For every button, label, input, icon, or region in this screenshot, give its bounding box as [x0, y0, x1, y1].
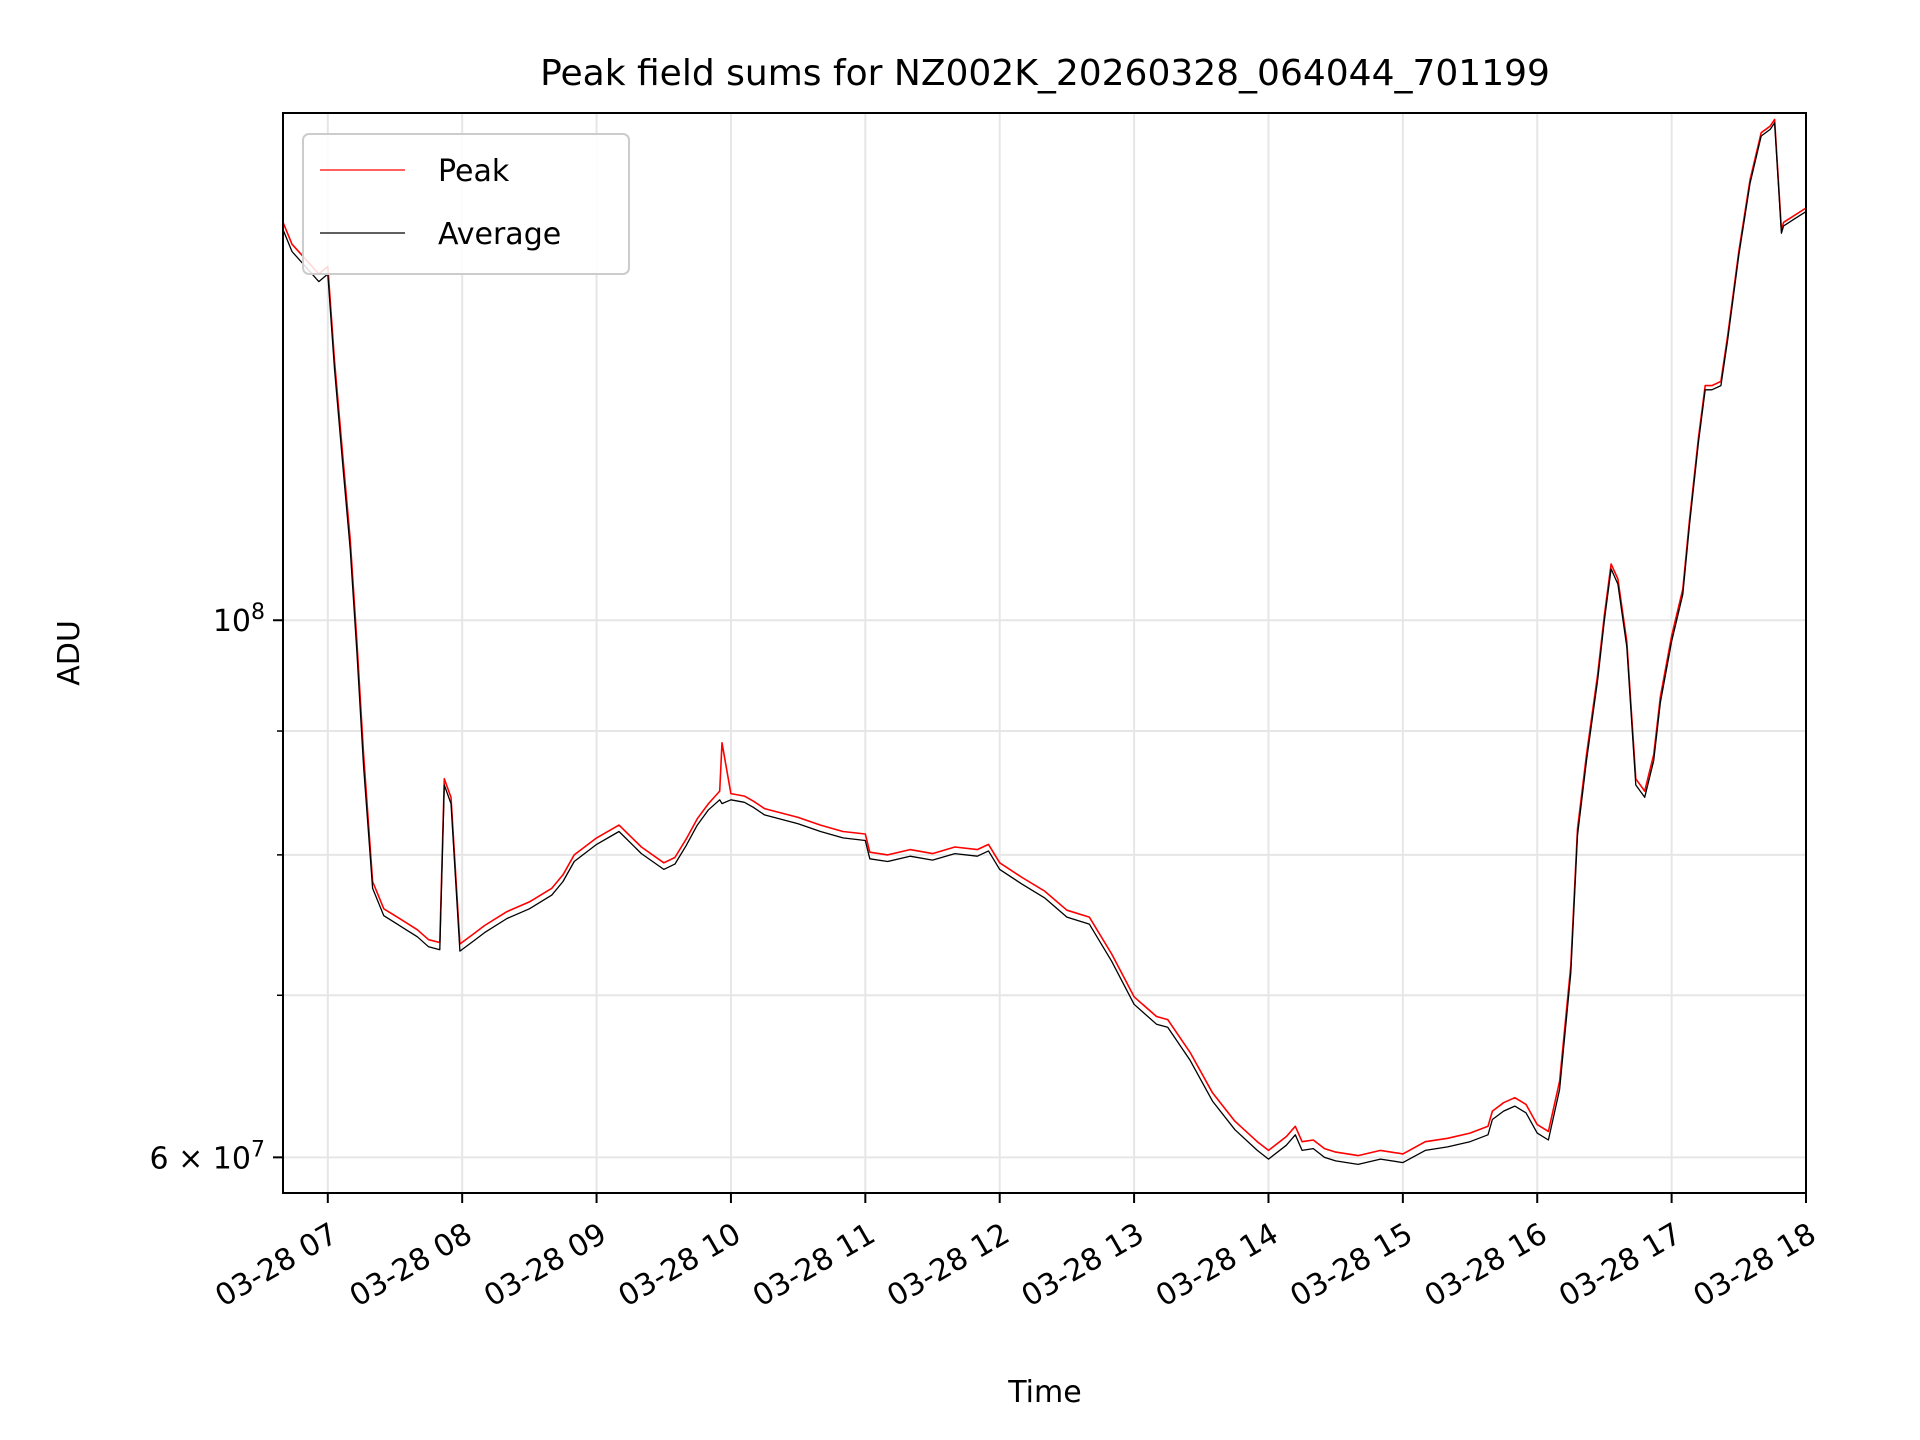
- legend: Peak Average: [302, 133, 630, 275]
- legend-box: [302, 133, 630, 275]
- chart-title: Peak field sums for NZ002K_20260328_0640…: [540, 53, 1550, 94]
- y-tick-label: 6 × 107: [150, 1137, 265, 1176]
- series-line-average: [282, 122, 1807, 1166]
- y-axis-label: ADU: [52, 620, 87, 686]
- legend-average-label: Average: [438, 217, 561, 252]
- grid: [283, 113, 1807, 1193]
- plot-frame: [282, 112, 1807, 1194]
- legend-peak-label: Peak: [438, 154, 510, 189]
- series-layer: [282, 118, 1807, 1166]
- x-axis-label: Time: [1007, 1375, 1081, 1410]
